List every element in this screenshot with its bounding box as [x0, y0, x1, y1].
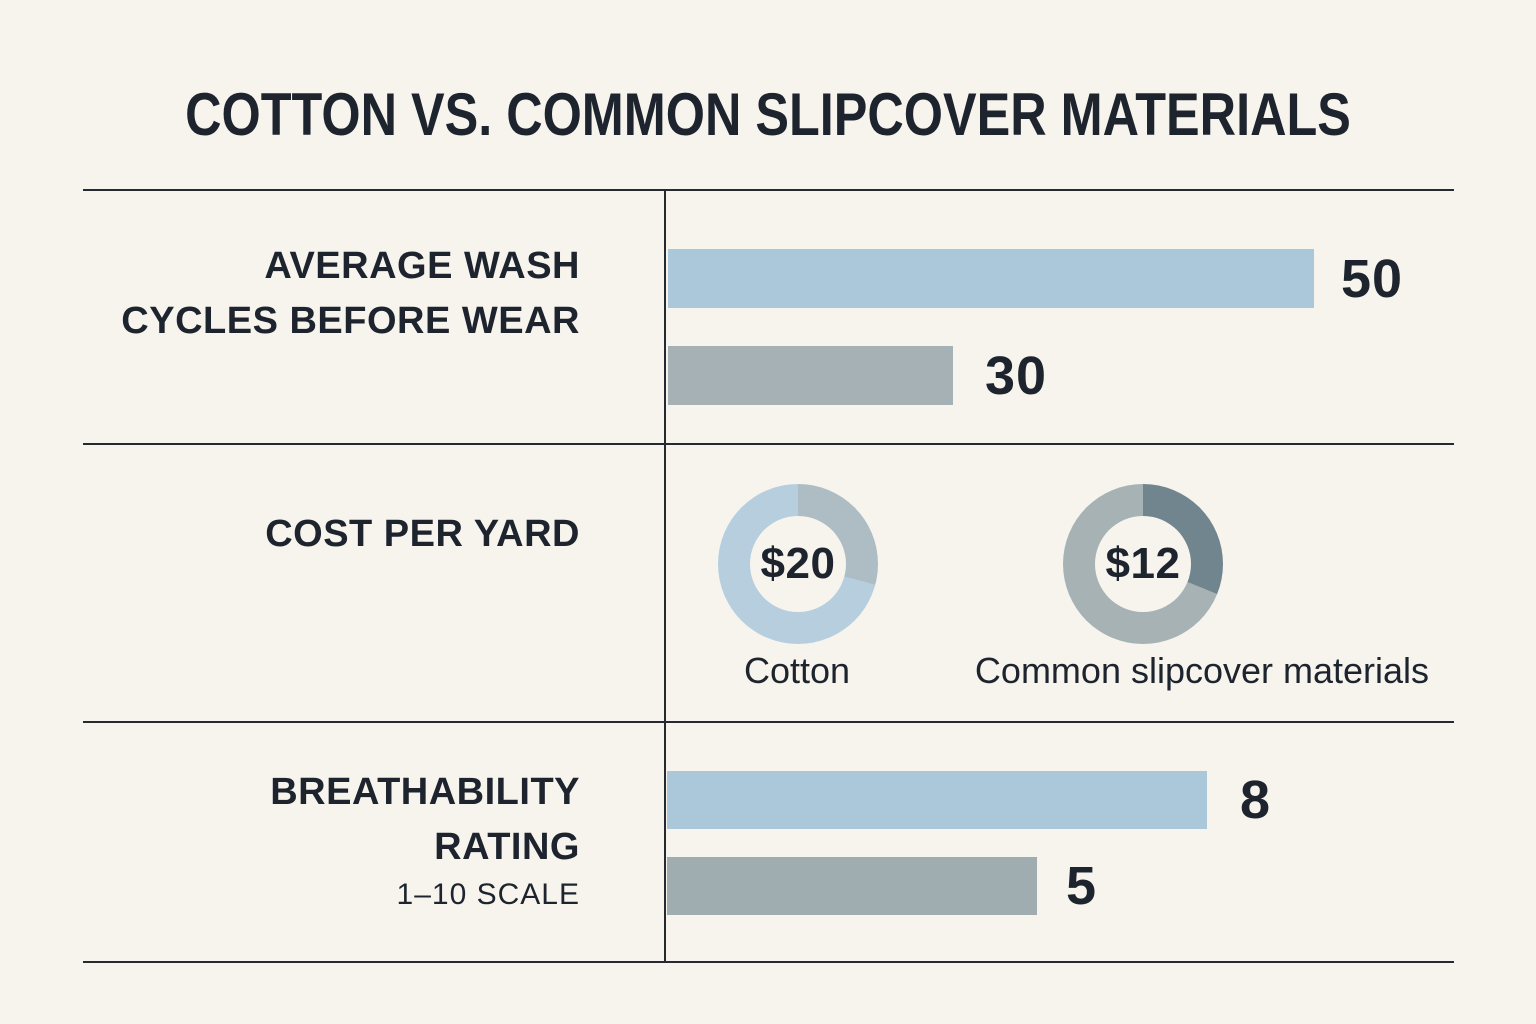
row-cost-per-yard: COST PER YARD $20 $12 Cotton Common slip…	[83, 445, 1454, 723]
comparison-table: AVERAGE WASH CYCLES BEFORE WEAR 50 30 CO…	[83, 189, 1454, 963]
cotton-cost-value: $20	[760, 539, 836, 588]
breathability-cotton-value: 8	[1240, 770, 1272, 830]
wash-cycles-cotton-bar-row: 50	[668, 249, 1403, 308]
wash-cycles-material-bar	[668, 346, 953, 405]
cost-label: COST PER YARD	[265, 507, 580, 562]
breathability-material-bar	[667, 857, 1037, 915]
breathability-material-bar-row: 5	[667, 857, 1097, 915]
row-breathability: BREATHABILITY RATING 1–10 SCALE 8 5	[83, 723, 1454, 961]
material-cost-donut: $12	[1063, 484, 1223, 644]
breathability-cotton-bar-row: 8	[667, 771, 1271, 829]
breathability-material-value: 5	[1066, 856, 1098, 916]
wash-cycles-cotton-value: 50	[1341, 248, 1404, 309]
wash-cycles-material-bar-row: 30	[668, 346, 1047, 405]
wash-cycles-cotton-bar	[668, 249, 1314, 308]
breathability-label: BREATHABILITY RATING 1–10 SCALE	[270, 765, 580, 915]
breathability-label-line1: BREATHABILITY	[270, 771, 580, 813]
wash-cycles-label: AVERAGE WASH CYCLES BEFORE WEAR	[121, 239, 580, 349]
material-cost-value: $12	[1105, 539, 1181, 588]
cotton-cost-donut-hole: $20	[750, 516, 846, 612]
cost-label-cell: COST PER YARD	[83, 445, 666, 721]
wash-cycles-label-line2: CYCLES BEFORE WEAR	[121, 300, 580, 342]
material-donut-caption: Common slipcover materials	[974, 650, 1430, 691]
breathability-label-line2: RATING	[434, 826, 580, 868]
breathability-label-cell: BREATHABILITY RATING 1–10 SCALE	[83, 723, 666, 961]
row-wash-cycles: AVERAGE WASH CYCLES BEFORE WEAR 50 30	[83, 191, 1454, 445]
breathability-scale-note: 1–10 SCALE	[396, 878, 580, 911]
material-cost-donut-hole: $12	[1095, 516, 1191, 612]
wash-cycles-label-cell: AVERAGE WASH CYCLES BEFORE WEAR	[83, 191, 666, 443]
wash-cycles-label-line1: AVERAGE WASH	[264, 245, 580, 287]
cost-label-line1: COST PER YARD	[265, 513, 580, 555]
wash-cycles-material-value: 30	[985, 345, 1048, 406]
cotton-cost-donut: $20	[718, 484, 878, 644]
cotton-donut-caption: Cotton	[743, 650, 851, 691]
breathability-cotton-bar	[667, 771, 1207, 829]
page-title: COTTON VS. COMMON SLIPCOVER MATERIALS	[185, 81, 1351, 148]
